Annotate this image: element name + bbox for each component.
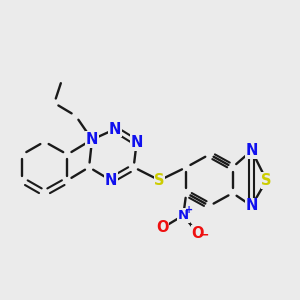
Text: S: S — [154, 173, 165, 188]
Text: N: N — [109, 122, 121, 137]
Text: N: N — [245, 198, 258, 213]
Text: N: N — [86, 132, 98, 147]
Text: O: O — [156, 220, 169, 236]
Text: S: S — [261, 173, 272, 188]
Text: N: N — [130, 135, 143, 150]
Text: N: N — [105, 173, 117, 188]
Text: +: + — [184, 205, 193, 215]
Text: −: − — [199, 228, 209, 241]
Text: N: N — [178, 209, 189, 222]
Text: N: N — [245, 143, 258, 158]
Text: O: O — [191, 226, 204, 241]
